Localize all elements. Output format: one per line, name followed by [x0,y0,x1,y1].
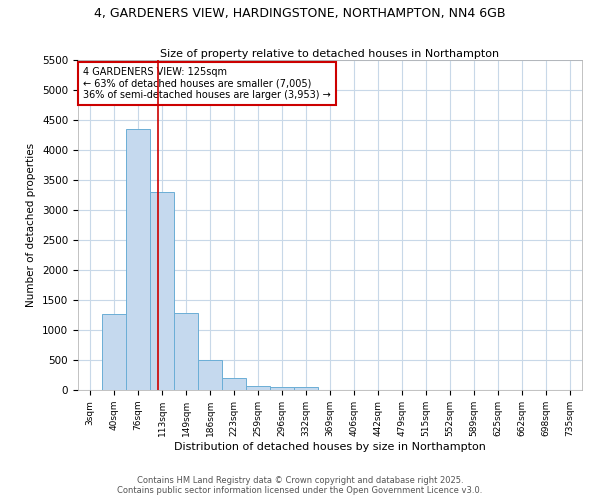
Y-axis label: Number of detached properties: Number of detached properties [26,143,37,307]
Bar [270,387,294,390]
Title: Size of property relative to detached houses in Northampton: Size of property relative to detached ho… [160,49,500,59]
Bar [102,314,126,390]
Bar [222,378,246,390]
Text: 4 GARDENERS VIEW: 125sqm
← 63% of detached houses are smaller (7,005)
36% of sem: 4 GARDENERS VIEW: 125sqm ← 63% of detach… [83,66,331,100]
Text: 4, GARDENERS VIEW, HARDINGSTONE, NORTHAMPTON, NN4 6GB: 4, GARDENERS VIEW, HARDINGSTONE, NORTHAM… [94,8,506,20]
Bar [246,386,270,390]
Bar [198,360,222,390]
Bar [150,192,174,390]
X-axis label: Distribution of detached houses by size in Northampton: Distribution of detached houses by size … [174,442,486,452]
Bar [174,313,198,390]
Bar [126,129,150,390]
Text: Contains HM Land Registry data © Crown copyright and database right 2025.
Contai: Contains HM Land Registry data © Crown c… [118,476,482,495]
Bar [294,387,318,390]
